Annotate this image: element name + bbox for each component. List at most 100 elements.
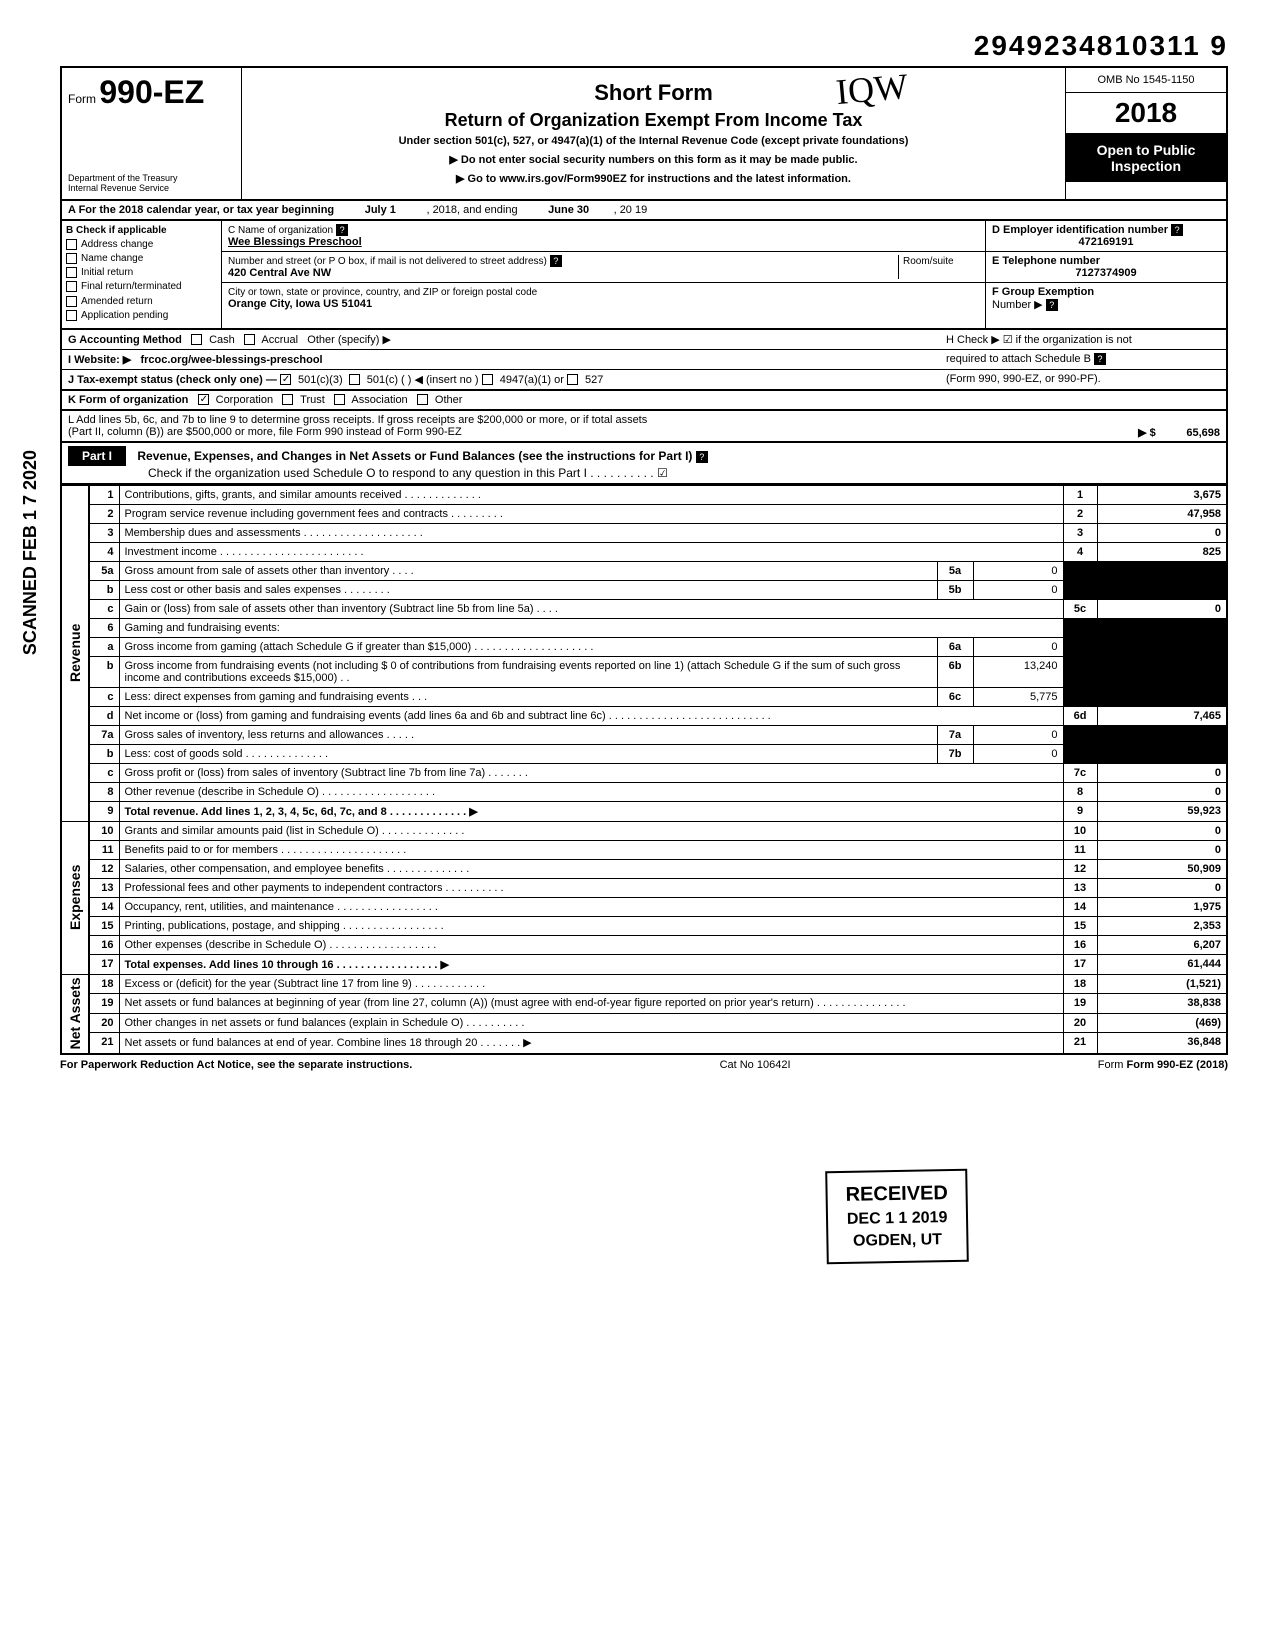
line-15-amt: 2,353: [1097, 916, 1227, 935]
line-14-desc: Occupancy, rent, utilities, and maintena…: [119, 897, 1063, 916]
lbl-insert-no: ) ◀ (insert no ): [408, 374, 479, 386]
line-8-desc: Other revenue (describe in Schedule O) .…: [119, 782, 1063, 801]
city-label: City or town, state or province, country…: [228, 287, 537, 298]
part-1-title: Revenue, Expenses, and Changes in Net As…: [137, 449, 692, 463]
line-5b-sub: 5b: [937, 580, 973, 599]
lbl-corporation: Corporation: [216, 394, 273, 406]
help-icon[interactable]: ?: [550, 255, 562, 267]
lbl-amended: Amended return: [81, 296, 153, 307]
footer-cat-no: Cat No 10642I: [720, 1059, 791, 1071]
chk-app-pending[interactable]: [66, 310, 77, 321]
line-7a-sub: 7a: [937, 725, 973, 744]
line-19-desc: Net assets or fund balances at beginning…: [119, 994, 1063, 1013]
line-7c-desc: Gross profit or (loss) from sales of inv…: [119, 763, 1063, 782]
chk-association[interactable]: [334, 394, 345, 405]
lbl-accrual: Accrual: [261, 334, 298, 346]
line-12-num: 12: [89, 859, 119, 878]
received-location: OGDEN, UT: [846, 1229, 949, 1253]
line-6b-sub: 6b: [937, 656, 973, 687]
line-6c-subv: 5,775: [973, 687, 1063, 706]
received-label: RECEIVED: [845, 1179, 948, 1209]
help-icon[interactable]: ?: [1094, 353, 1106, 365]
line-3-col: 3: [1063, 523, 1097, 542]
chk-final-return[interactable]: [66, 281, 77, 292]
line-18-desc: Excess or (deficit) for the year (Subtra…: [119, 974, 1063, 993]
line-9-amt: 59,923: [1097, 801, 1227, 821]
line-3-desc: Membership dues and assessments . . . . …: [119, 523, 1063, 542]
help-icon[interactable]: ?: [1171, 224, 1183, 236]
col-b-heading: B Check if applicable: [66, 225, 167, 236]
line-5c-desc: Gain or (loss) from sale of assets other…: [119, 599, 1063, 618]
line-18-num: 18: [89, 974, 119, 993]
lbl-other-org: Other: [435, 394, 463, 406]
chk-accrual[interactable]: [244, 334, 255, 345]
lbl-501c: 501(c) (: [367, 374, 405, 386]
chk-name-change[interactable]: [66, 253, 77, 264]
side-label-expenses: Expenses: [61, 821, 89, 974]
gross-receipts-total: 65,698: [1186, 427, 1220, 439]
tax-year: 2018: [1066, 93, 1226, 134]
lbl-final-return: Final return/terminated: [81, 282, 182, 293]
line-21-num: 21: [89, 1033, 119, 1054]
line-5c-amt: 0: [1097, 599, 1227, 618]
line-7c-num: c: [89, 763, 119, 782]
line-5a-subv: 0: [973, 561, 1063, 580]
line-2-num: 2: [89, 504, 119, 523]
chk-4947[interactable]: [482, 374, 493, 385]
line-6c-num: c: [89, 687, 119, 706]
chk-amended[interactable]: [66, 296, 77, 307]
chk-initial-return[interactable]: [66, 267, 77, 278]
chk-501c[interactable]: [349, 374, 360, 385]
line-12-amt: 50,909: [1097, 859, 1227, 878]
form-header: Form 990-EZ Department of the Treasury I…: [60, 66, 1228, 201]
line-10-col: 10: [1063, 821, 1097, 840]
title-sub: Under section 501(c), 527, or 4947(a)(1)…: [250, 135, 1057, 147]
line-5b-num: b: [89, 580, 119, 599]
chk-other-org[interactable]: [417, 394, 428, 405]
line-20-num: 20: [89, 1013, 119, 1032]
line-12-desc: Salaries, other compensation, and employ…: [119, 859, 1063, 878]
omb-number: OMB No 1545-1150: [1066, 68, 1226, 93]
help-icon[interactable]: ?: [1046, 299, 1058, 311]
line-5c-num: c: [89, 599, 119, 618]
year-suffix: , 20 19: [614, 204, 648, 216]
line-l-text1: L Add lines 5b, 6c, and 7b to line 9 to …: [68, 414, 647, 426]
group-number-label: Number ▶: [992, 299, 1043, 311]
help-icon[interactable]: ?: [696, 451, 708, 463]
line-7b-num: b: [89, 744, 119, 763]
line-1-col: 1: [1063, 485, 1097, 504]
line-3-amt: 0: [1097, 523, 1227, 542]
chk-501c3[interactable]: [280, 374, 291, 385]
line-7c-amt: 0: [1097, 763, 1227, 782]
chk-527[interactable]: [567, 374, 578, 385]
line-8-amt: 0: [1097, 782, 1227, 801]
open-public-1: Open to Public: [1070, 142, 1222, 158]
line-l-arrow: ▶ $: [1138, 427, 1156, 439]
line-5a-sub: 5a: [937, 561, 973, 580]
line-5c-col: 5c: [1063, 599, 1097, 618]
line-6a-desc: Gross income from gaming (attach Schedul…: [119, 637, 937, 656]
schedule-b-check: H Check ▶ ☑ if the organization is not: [946, 334, 1132, 346]
line-13-amt: 0: [1097, 878, 1227, 897]
line-6-num: 6: [89, 618, 119, 637]
lbl-initial-return: Initial return: [81, 267, 133, 278]
chk-trust[interactable]: [282, 394, 293, 405]
line-20-desc: Other changes in net assets or fund bala…: [119, 1013, 1063, 1032]
line-6c-desc: Less: direct expenses from gaming and fu…: [119, 687, 937, 706]
help-icon[interactable]: ?: [336, 224, 348, 236]
chk-address-change[interactable]: [66, 239, 77, 250]
line-15-desc: Printing, publications, postage, and shi…: [119, 916, 1063, 935]
chk-cash[interactable]: [191, 334, 202, 345]
lbl-4947: 4947(a)(1) or: [500, 374, 564, 386]
street-label: Number and street (or P O box, if mail i…: [228, 256, 547, 267]
year-end: June 30: [548, 204, 589, 216]
line-6b-subv: 13,240: [973, 656, 1063, 687]
line-9-desc: Total revenue. Add lines 1, 2, 3, 4, 5c,…: [125, 806, 478, 818]
chk-corporation[interactable]: [198, 394, 209, 405]
line-21-amt: 36,848: [1097, 1033, 1227, 1054]
line-14-num: 14: [89, 897, 119, 916]
line-17-desc: Total expenses. Add lines 10 through 16 …: [125, 959, 449, 971]
line-15-num: 15: [89, 916, 119, 935]
lbl-cash: Cash: [209, 334, 235, 346]
lbl-app-pending: Application pending: [81, 310, 168, 321]
